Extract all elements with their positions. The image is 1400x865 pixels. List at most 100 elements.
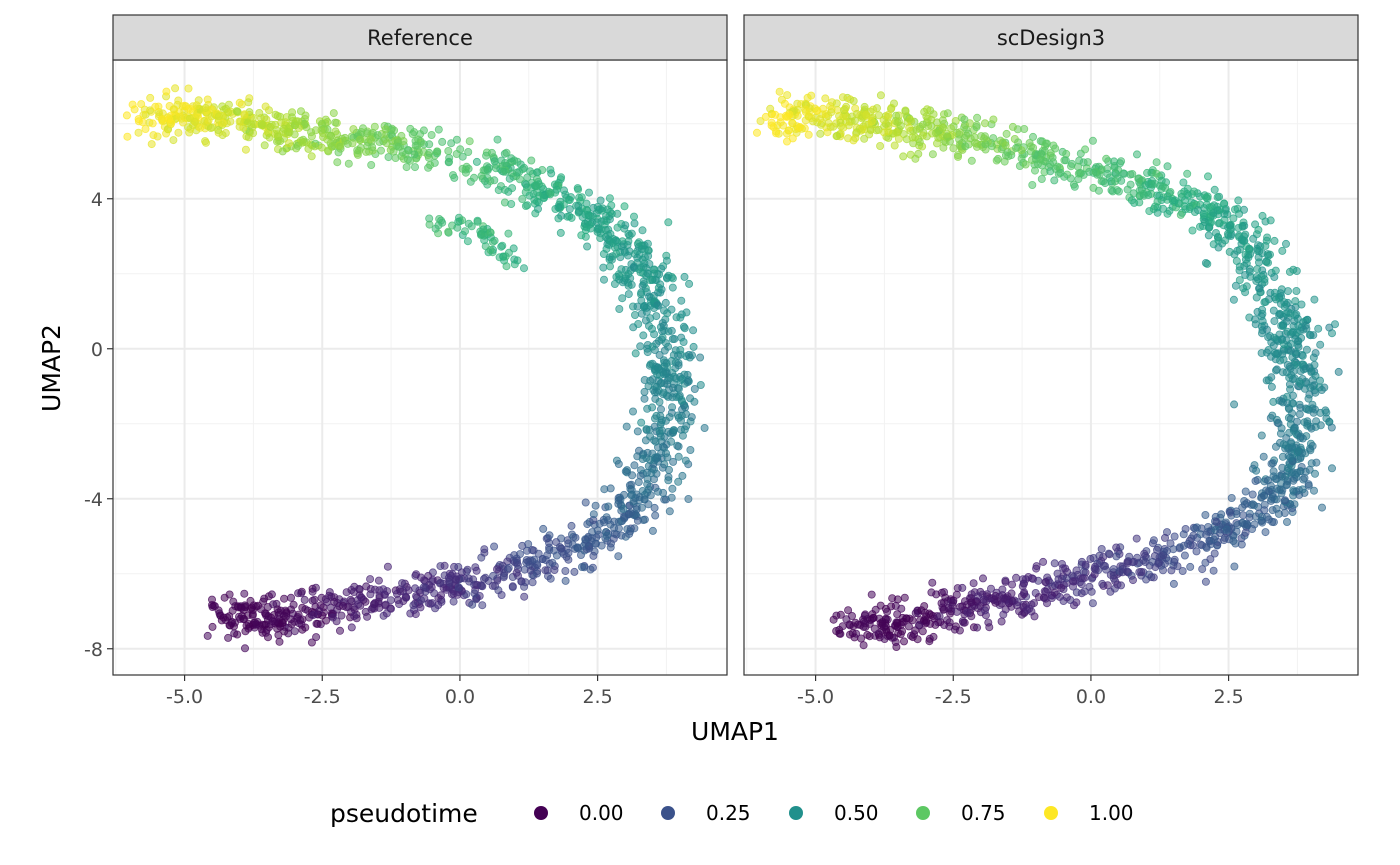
data-point [323,598,332,607]
data-point [1285,404,1294,413]
data-point [520,582,529,591]
facet-strip-label: Reference [367,26,473,50]
data-point [612,272,621,281]
data-point [507,199,516,208]
data-point [141,125,150,134]
data-point [453,223,462,232]
legend-entry: 0.25 [661,801,751,825]
data-point [1310,360,1319,369]
data-point [508,184,517,193]
data-point [658,318,667,327]
data-point [308,596,317,605]
data-point [452,149,461,158]
data-point [614,524,623,533]
data-point [1046,160,1055,169]
data-point [1012,601,1021,610]
data-point [869,613,878,622]
data-point [1112,543,1121,552]
data-point [1275,311,1284,320]
data-point [425,140,434,149]
data-point [1270,317,1279,326]
data-point [655,397,664,406]
data-point [1327,423,1336,432]
data-point [1267,382,1276,391]
data-point [1161,533,1170,542]
data-point [1266,481,1275,490]
data-point [1266,216,1275,225]
data-point [915,138,924,147]
data-point [329,109,338,118]
data-point [374,576,383,585]
data-point [499,571,508,580]
data-point [390,126,399,135]
data-point [663,273,672,282]
data-point [244,98,253,107]
data-point [1019,575,1028,584]
data-point [602,216,611,225]
legend-key [789,806,803,820]
data-point [979,595,988,604]
data-point [1301,364,1310,373]
data-point [604,225,613,234]
data-point [148,119,157,128]
data-point [767,118,776,127]
data-point [454,583,463,592]
data-point [1123,559,1132,568]
data-point [876,601,885,610]
x-tick-label: 0.0 [445,686,475,708]
data-point [1133,553,1142,562]
data-point [788,118,797,127]
data-point [343,139,352,148]
data-point [659,488,668,497]
data-point [1269,518,1278,527]
data-point [1296,379,1305,388]
data-point [533,569,542,578]
data-point [920,616,929,625]
data-point [894,117,903,126]
data-point [600,275,609,284]
data-point [652,312,661,321]
data-point [997,617,1006,626]
x-tick-label: -2.5 [935,686,972,708]
data-point [513,157,522,166]
data-point [650,503,659,512]
data-point [366,135,375,144]
data-point [534,204,543,213]
data-point [1149,536,1158,545]
data-point [959,618,968,627]
data-point [658,463,667,472]
data-point [488,237,497,246]
data-point [224,108,233,117]
data-point [821,94,830,103]
data-point [644,500,653,509]
data-point [954,152,963,161]
data-point [606,262,615,271]
data-point [535,191,544,200]
data-point [463,237,472,246]
data-point [349,588,358,597]
data-point [1088,136,1097,145]
data-point [286,593,295,602]
data-point [630,461,639,470]
data-point [827,108,836,117]
data-point [783,137,792,146]
data-point [809,117,818,126]
data-point [878,618,887,627]
data-point [402,593,411,602]
data-point [561,576,570,585]
data-point [655,350,664,359]
data-point [1268,506,1277,515]
data-point [1074,169,1083,178]
data-point [478,582,487,591]
data-point [961,142,970,151]
data-point [218,119,227,128]
data-point [293,117,302,126]
data-point [1290,423,1299,432]
data-point [985,623,994,632]
data-point [565,195,574,204]
data-point [753,128,762,137]
data-point [192,101,201,110]
data-point [949,598,958,607]
data-point [488,581,497,590]
data-point [690,384,699,393]
